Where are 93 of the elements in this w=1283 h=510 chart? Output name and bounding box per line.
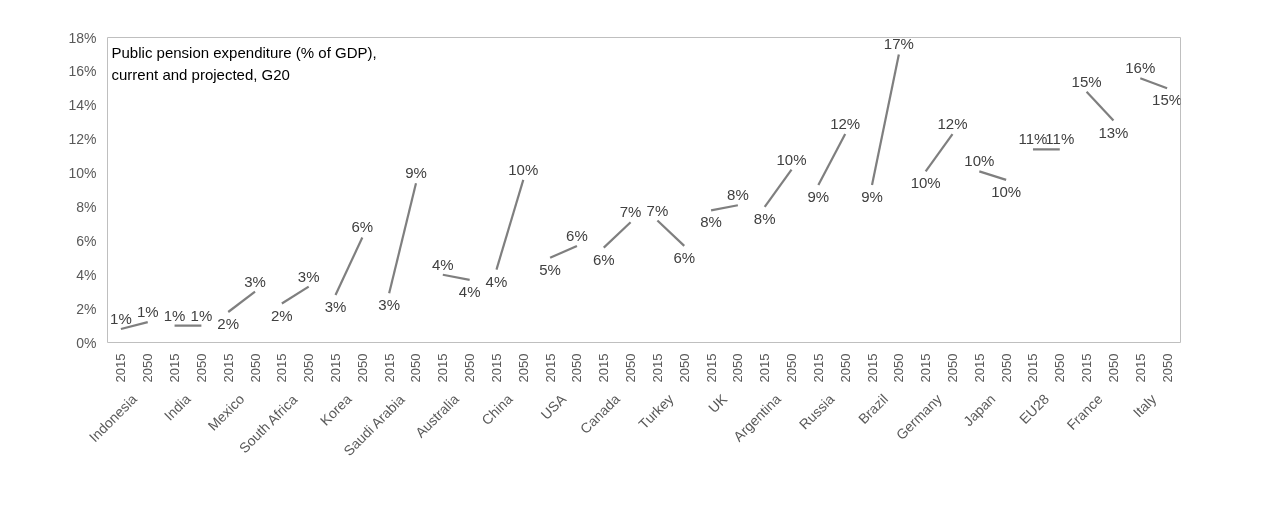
x-tick-label: 2050 xyxy=(408,353,424,383)
data-label: 8% xyxy=(753,209,776,227)
data-label: 13% xyxy=(1098,123,1129,141)
x-tick-label: 2015 xyxy=(649,353,665,383)
data-label: 6% xyxy=(673,248,696,266)
data-label: 7% xyxy=(646,201,669,219)
data-label: 5% xyxy=(539,260,561,278)
x-tick-label: 2050 xyxy=(247,353,263,383)
x-tick-label: 2050 xyxy=(515,353,531,383)
x-tick-label: 2015 xyxy=(113,353,129,383)
x-tick-label: 2015 xyxy=(220,353,236,383)
y-tick-label: 4% xyxy=(76,266,97,283)
data-label: 16% xyxy=(1125,59,1156,77)
x-tick-label: 2015 xyxy=(971,353,987,383)
data-label: 11% xyxy=(1045,130,1075,148)
data-label: 12% xyxy=(937,115,968,133)
x-tick-label: 2050 xyxy=(891,353,907,383)
x-tick-label: 2015 xyxy=(274,353,290,383)
data-label: 9% xyxy=(405,164,427,182)
data-label: 12% xyxy=(830,115,861,133)
x-tick-label: 2050 xyxy=(676,353,692,383)
x-tick-label: 2050 xyxy=(730,353,746,383)
y-tick-label: 8% xyxy=(76,198,97,215)
data-label: 8% xyxy=(727,186,749,204)
x-tick-label: 2015 xyxy=(328,353,344,383)
data-label: 10% xyxy=(910,174,941,192)
data-label: 3% xyxy=(297,267,320,285)
data-label: 1% xyxy=(190,306,213,324)
data-label: 2% xyxy=(217,315,240,332)
data-label: 9% xyxy=(807,187,830,205)
x-tick-label: 2015 xyxy=(596,353,612,383)
text: Italy xyxy=(1129,390,1160,421)
x-tick-label: 2050 xyxy=(569,353,585,383)
x-tick-label: 2050 xyxy=(301,353,317,383)
data-label: 10% xyxy=(508,160,539,178)
x-tick-label: 2015 xyxy=(488,353,504,383)
data-label: 6% xyxy=(351,218,374,236)
data-label: 10% xyxy=(964,152,995,170)
x-tick-label: 2015 xyxy=(381,353,397,383)
x-tick-label: 2015 xyxy=(757,353,773,383)
data-label: 4% xyxy=(431,255,454,273)
data-label: 1% xyxy=(163,306,186,324)
x-tick-label: 2050 xyxy=(837,353,853,383)
x-tick-label: 2050 xyxy=(193,353,209,383)
y-tick-label: 6% xyxy=(76,232,97,249)
x-tick-label: 2015 xyxy=(542,353,558,383)
x-tick-label: 2015 xyxy=(167,353,183,383)
x-tick-label: 2015 xyxy=(435,353,451,383)
x-tick-label: 2050 xyxy=(623,353,639,383)
y-tick-label: 12% xyxy=(68,131,97,148)
data-label: 3% xyxy=(378,296,401,314)
x-tick-label: 2015 xyxy=(1132,353,1148,383)
x-tick-label: 2050 xyxy=(1052,353,1068,383)
x-tick-label: 2015 xyxy=(703,353,719,383)
data-label: 9% xyxy=(861,187,883,205)
data-label: 1% xyxy=(110,309,132,327)
data-label: 6% xyxy=(592,250,615,268)
x-tick-label: 2050 xyxy=(944,353,960,383)
data-label: 4% xyxy=(485,272,508,290)
x-tick-label: 2050 xyxy=(998,353,1014,383)
data-label: 10% xyxy=(991,182,1022,200)
data-label: 15% xyxy=(1071,72,1102,90)
x-tick-label: 2050 xyxy=(1159,353,1175,383)
x-tick-label: 2015 xyxy=(1079,353,1095,383)
data-label: 3% xyxy=(244,272,266,290)
x-tick-label: 2015 xyxy=(864,353,880,383)
y-tick-label: 18% xyxy=(68,29,97,46)
data-label: 17% xyxy=(883,35,914,53)
data-label: 1% xyxy=(136,303,159,321)
data-label: 6% xyxy=(566,226,588,244)
x-tick-label: 2050 xyxy=(140,353,156,383)
data-label: 7% xyxy=(619,203,642,221)
data-label: 2% xyxy=(271,306,293,324)
y-tick-label: 14% xyxy=(68,97,97,114)
x-tick-label: 2015 xyxy=(918,353,934,383)
y-tick-label: 10% xyxy=(68,165,97,182)
x-tick-label: 2050 xyxy=(354,353,370,383)
data-label: 3% xyxy=(324,298,347,316)
x-tick-label: 2050 xyxy=(784,353,800,383)
x-tick-label: 2050 xyxy=(1105,353,1121,383)
data-label: 4% xyxy=(458,282,481,300)
x-tick-label: 2015 xyxy=(810,353,826,383)
x-tick-label: 2015 xyxy=(1025,353,1041,383)
y-tick-label: 16% xyxy=(68,63,97,80)
data-label: 10% xyxy=(776,150,807,168)
text: USA xyxy=(537,390,570,423)
data-label: 8% xyxy=(700,213,722,231)
text: Public pension expenditure (% of GDP), current and projected, G20 xyxy=(111,43,377,83)
y-tick-label: 2% xyxy=(76,300,97,317)
x-tick-label: 2050 xyxy=(462,353,478,383)
data-label: 11% xyxy=(1018,130,1048,148)
text: UK xyxy=(705,390,731,416)
y-tick-label: 0% xyxy=(76,334,97,351)
